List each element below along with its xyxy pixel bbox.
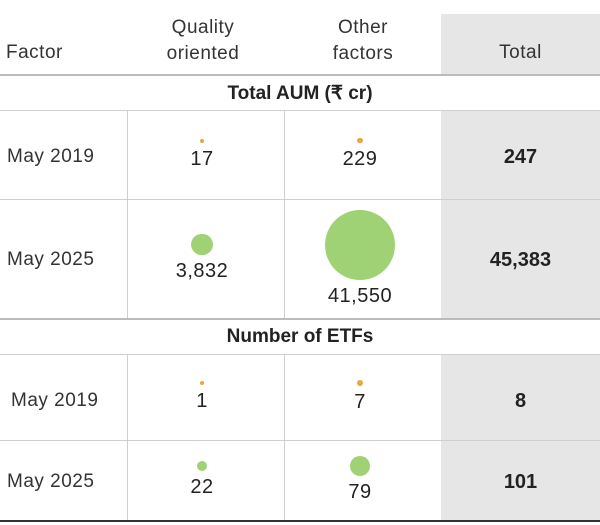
header-total: Total [499, 42, 542, 63]
section-end-aum [0, 318, 600, 320]
col-divider-2-etfs [284, 354, 285, 520]
row-divider-etfs [0, 440, 600, 441]
total-column-shade-etfs [441, 354, 600, 520]
value-aum-2019-quality: 17 [190, 147, 214, 170]
row-divider-aum [0, 199, 600, 200]
header-other-line1: Other [337, 17, 389, 38]
bubble-aum-2025-quality [191, 233, 213, 256]
total-etfs-2019: 8 [514, 390, 527, 412]
value-etfs-2019-quality: 1 [196, 390, 208, 412]
row-label-aum-2019: May 2019 [7, 146, 95, 167]
header-quality-oriented: Quality oriented [128, 15, 278, 67]
total-aum-2019: 247 [503, 146, 538, 168]
section-title-etfs: Number of ETFs [226, 326, 374, 347]
bubble-etfs-2025-other [350, 456, 370, 476]
bubble-aum-2025-other [325, 209, 395, 280]
section-title-aum: Total AUM (₹ cr) [227, 83, 373, 104]
col-divider-1-aum [127, 110, 128, 318]
value-aum-2019-other: 229 [342, 148, 378, 171]
value-aum-2025-quality: 3,832 [175, 260, 229, 283]
total-etfs-2025: 101 [503, 471, 538, 493]
row-label-etfs-2025: May 2025 [7, 471, 95, 492]
total-aum-2025: 45,383 [489, 249, 552, 271]
section-divider-etfs [0, 354, 600, 355]
row-label-etfs-2019: May 2019 [11, 390, 99, 411]
header-quality-line1: Quality [171, 17, 235, 38]
header-divider [0, 74, 600, 76]
row-label-aum-2025: May 2025 [7, 249, 95, 270]
bubble-aum-2019-quality [200, 138, 204, 143]
value-etfs-2025-other: 79 [348, 481, 372, 503]
header-factor: Factor [6, 42, 63, 63]
value-etfs-2019-other: 7 [354, 390, 366, 413]
value-aum-2025-other: 41,550 [327, 284, 393, 307]
total-column-header-shade [441, 14, 600, 74]
bubble-etfs-2019-other [357, 380, 363, 386]
header-quality-line2: oriented [166, 43, 240, 64]
bubble-aum-2019-other [357, 137, 363, 144]
col-divider-2-aum [284, 110, 285, 318]
header-other-line2: factors [332, 43, 394, 64]
col-divider-1-etfs [127, 354, 128, 520]
value-etfs-2025-quality: 22 [190, 476, 214, 499]
table-bottom-border [0, 520, 600, 522]
section-divider-aum [0, 110, 600, 111]
bubble-etfs-2025-quality [196, 460, 208, 472]
header-other-factors: Other factors [288, 15, 438, 67]
total-column-shade-aum [441, 110, 600, 318]
bubble-etfs-2019-quality [200, 381, 204, 385]
